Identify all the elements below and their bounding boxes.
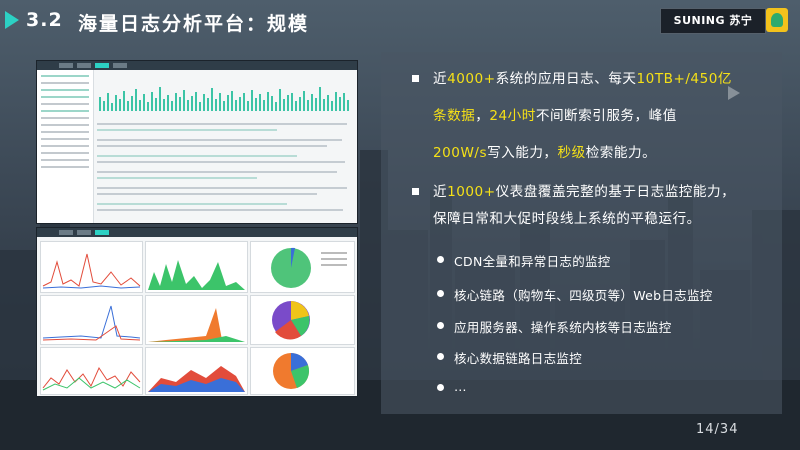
bullet-text: 近	[433, 71, 448, 87]
sub-bullet-dot-icon	[437, 322, 444, 329]
highlighted-text: 10TB+/450亿	[636, 71, 732, 87]
highlighted-text: 条数据	[433, 108, 476, 124]
section-number: 3.2	[26, 9, 63, 31]
slide-title: 海量日志分析平台：规模	[78, 13, 310, 35]
bullet-2-line-2: 保障日常和大促时段线上系统的平稳运行。	[433, 207, 701, 227]
screenshot-app-bar	[37, 61, 357, 70]
bullet-text: 近	[433, 184, 448, 200]
play-triangle-icon	[728, 86, 740, 100]
highlighted-text: 秒级	[557, 145, 586, 161]
highlighted-text: 1000+	[447, 184, 496, 200]
content-panel	[381, 52, 782, 414]
bullet-text: 仪表盘覆盖完整的基于日志监控能力，	[495, 184, 736, 200]
dashboard-panel	[250, 295, 355, 345]
sub-bullet-3: 应用服务器、操作系统内核等日志监控	[454, 320, 672, 335]
bullet-1-line-1: 近4000+系统的应用日志、每天10TB+/450亿	[433, 67, 732, 87]
dashboard-panel	[250, 347, 355, 395]
bullet-square-icon	[412, 188, 419, 195]
bullet-text: 写入能力，	[487, 145, 558, 161]
bullet-text: ，	[475, 108, 490, 124]
log-search-screenshot	[36, 60, 358, 224]
page-indicator: 14/34	[696, 422, 739, 437]
sub-bullet-dot-icon	[437, 384, 444, 391]
suning-logo-icon	[766, 8, 788, 32]
screenshot-sidebar	[37, 70, 94, 223]
bullet-1-line-3: 200W/s写入能力，秒级检索能力。	[433, 141, 656, 161]
dashboard-panel	[145, 241, 248, 293]
sub-bullet-4: 核心数据链路日志监控	[454, 351, 583, 366]
slide-header: 3.2 海量日志分析平台：规模 SUNING 苏宁	[0, 0, 800, 44]
bullet-2-line-1: 近1000+仪表盘覆盖完整的基于日志监控能力，	[433, 180, 735, 200]
highlighted-text: 4000+	[447, 71, 496, 87]
sub-bullet-dot-icon	[437, 256, 444, 263]
bullet-text: 检索能力。	[585, 145, 657, 161]
highlighted-text: 200W/s	[433, 145, 488, 161]
dashboard-panel	[40, 295, 143, 345]
sub-bullet-1: CDN全量和异常日志的监控	[454, 254, 611, 269]
dashboard-panel	[40, 347, 143, 395]
bullet-1-line-2: 条数据，24小时不间断索引服务，峰值	[433, 104, 677, 124]
dashboard-panel	[145, 295, 248, 345]
sub-bullet-5: …	[454, 379, 467, 394]
log-histogram-thumbnail	[99, 87, 349, 111]
dashboard-panel	[145, 347, 248, 395]
dashboard-panel	[40, 241, 143, 293]
dashboard-app-bar	[37, 228, 357, 237]
sub-bullet-dot-icon	[437, 353, 444, 360]
sub-bullet-2: 核心链路（购物车、四级页等）Web日志监控	[454, 288, 713, 303]
dashboard-panel	[250, 241, 355, 293]
brand-logo-text: SUNING 苏宁	[660, 8, 766, 34]
highlighted-text: 24小时	[489, 108, 536, 124]
bullet-square-icon	[412, 75, 419, 82]
bullet-text: 不间断索引服务，峰值	[535, 108, 677, 124]
section-triangle-icon	[5, 11, 19, 29]
bullet-text: 系统的应用日志、每天	[495, 71, 637, 87]
sub-bullet-dot-icon	[437, 290, 444, 297]
bullet-text: 保障日常和大促时段线上系统的平稳运行。	[433, 211, 701, 227]
dashboard-screenshot	[36, 227, 358, 397]
